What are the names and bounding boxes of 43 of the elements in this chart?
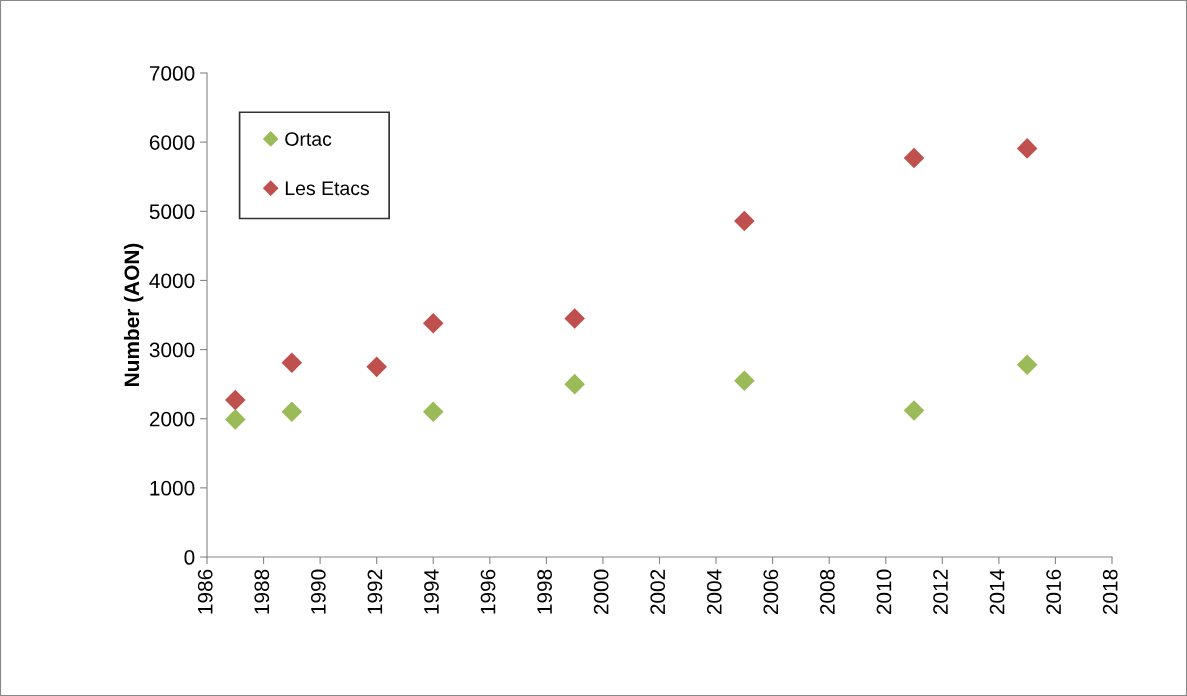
x-tick-label: 2014: [989, 569, 1005, 615]
x-tick-label: 1990: [310, 569, 326, 614]
y-tick-label: 7000: [149, 66, 195, 81]
point: [422, 313, 444, 334]
y-tick-label: 4000: [149, 273, 195, 289]
point: [366, 356, 387, 378]
x-tick-label: 1986: [197, 569, 213, 614]
legend-label: Les Etacs: [285, 181, 369, 196]
point: [1016, 354, 1038, 376]
point: [564, 373, 585, 395]
y-tick-label: 2000: [149, 411, 195, 427]
point: [734, 210, 755, 232]
y-axis-title: Number (AON): [123, 243, 144, 386]
x-tick-label: 1998: [537, 569, 552, 614]
y-tick-label: 6000: [149, 135, 195, 150]
x-tick-label: 1994: [424, 569, 439, 614]
x-tick-label: 2018: [1102, 569, 1118, 615]
x-tick-label: 2008: [820, 569, 835, 615]
point: [734, 370, 755, 391]
point: [422, 401, 444, 423]
point: [1016, 138, 1038, 159]
y-tick-label: 3000: [149, 342, 195, 358]
x-tick-label: 2010: [876, 569, 892, 615]
x-tick-label: 1992: [367, 569, 383, 614]
x-tick-label: 2000: [593, 569, 609, 615]
y-tick-label: 5000: [149, 204, 195, 220]
point: [224, 409, 246, 430]
x-tick-label: 2012: [933, 569, 948, 615]
x-tick-label: 2006: [763, 569, 779, 615]
x-tick-label: 2002: [650, 569, 666, 615]
point: [903, 147, 925, 169]
x-tick-label: 2004: [706, 569, 722, 615]
y-tick-label: 0: [184, 550, 195, 565]
x-tick-label: 1996: [480, 569, 496, 614]
point: [903, 400, 925, 421]
point: [281, 401, 303, 423]
y-tick-label: 1000: [150, 480, 195, 496]
x-tick-label: 1988: [254, 569, 270, 614]
x-tick-label: 2016: [1046, 569, 1062, 615]
point: [224, 389, 246, 411]
point: [564, 308, 585, 329]
point: [281, 352, 303, 374]
legend-label: Ortac: [285, 132, 332, 146]
